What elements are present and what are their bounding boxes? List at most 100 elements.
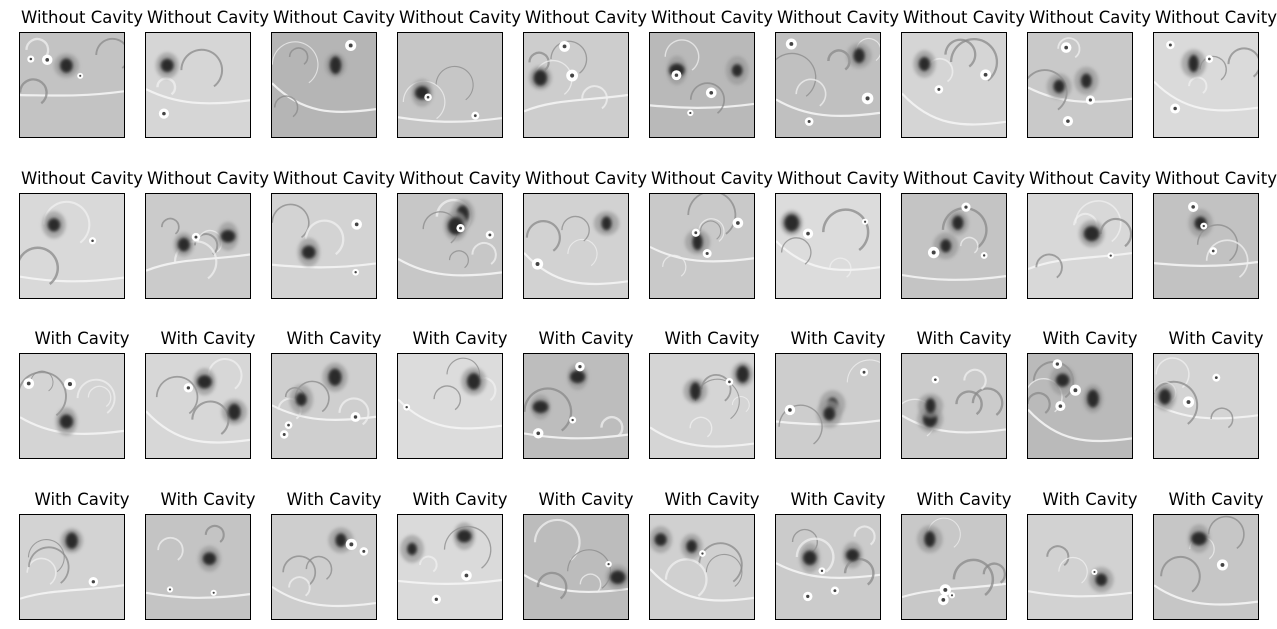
vortex-filament xyxy=(600,415,624,437)
flow-field-image xyxy=(19,32,125,138)
dark-vortex-core xyxy=(940,239,952,253)
vorticity-plot xyxy=(776,194,880,298)
vorticity-plot xyxy=(398,194,502,298)
light-vortex-center xyxy=(943,587,948,592)
vortex-filament xyxy=(689,416,713,438)
vorticity-plot xyxy=(1028,33,1132,137)
light-vortex-center xyxy=(45,57,50,62)
subplot-title: Without Cavity xyxy=(1155,8,1277,27)
vorticity-plot xyxy=(776,515,880,619)
flow-field-image xyxy=(649,353,755,459)
vortex-filament xyxy=(561,215,590,242)
flow-field-image xyxy=(145,514,251,620)
vortex-filament xyxy=(42,200,91,244)
flow-field-image xyxy=(145,353,251,459)
wake-trail xyxy=(902,92,1006,126)
vortex-filament xyxy=(689,82,725,114)
vorticity-plot xyxy=(20,515,124,619)
vortex-filament xyxy=(846,359,880,383)
dark-vortex-core xyxy=(924,530,936,548)
flow-field-image xyxy=(271,353,377,459)
light-vortex-center xyxy=(701,552,704,555)
dark-vortex-core xyxy=(601,216,612,231)
vortex-filament xyxy=(288,47,309,65)
light-vortex-center xyxy=(473,114,477,118)
light-vortex-center xyxy=(709,90,714,95)
light-vortex-center xyxy=(1173,106,1177,111)
vortex-filament xyxy=(207,358,243,390)
wake-trail xyxy=(20,584,124,600)
vortex-filament xyxy=(272,41,319,84)
vortex-filament xyxy=(705,553,743,587)
light-vortex-center xyxy=(705,251,709,256)
light-vortex-center xyxy=(964,205,968,209)
vortex-filament xyxy=(471,241,497,265)
light-vortex-center xyxy=(459,226,462,230)
dark-vortex-core xyxy=(456,529,472,543)
flow-field-image xyxy=(901,32,1007,138)
subplot-title: With Cavity xyxy=(538,329,634,348)
flow-field-image xyxy=(523,193,629,299)
vorticity-plot xyxy=(1028,515,1132,619)
light-vortex-center xyxy=(536,431,541,436)
dark-vortex-core xyxy=(1188,54,1199,73)
vortex-filament xyxy=(305,555,333,580)
flow-field-image xyxy=(1027,514,1133,620)
light-vortex-center xyxy=(354,271,357,274)
light-vortex-center xyxy=(194,235,198,239)
wake-trail xyxy=(1028,251,1132,271)
vortex-filament xyxy=(827,49,851,71)
vorticity-plot xyxy=(146,354,250,458)
vortex-filament xyxy=(25,37,50,60)
flow-field-image xyxy=(1027,353,1133,459)
vorticity-plot xyxy=(650,33,754,137)
flow-field-image xyxy=(1153,193,1259,299)
dark-vortex-core xyxy=(784,214,800,232)
vorticity-plot xyxy=(902,194,1006,298)
subplot-title: Without Cavity xyxy=(903,169,1025,188)
vortex-filament xyxy=(550,40,588,74)
vortex-filament xyxy=(662,254,687,277)
vortex-filament xyxy=(156,77,177,96)
subplot-title: Without Cavity xyxy=(147,169,269,188)
vortex-filament xyxy=(1227,47,1258,78)
dark-vortex-core xyxy=(328,368,342,386)
vortex-filament xyxy=(952,558,995,596)
light-vortex-center xyxy=(983,72,988,77)
wake-trail xyxy=(398,116,502,123)
wake-trail xyxy=(902,414,1006,434)
dark-vortex-core xyxy=(1095,573,1108,587)
subplot-title: Without Cavity xyxy=(399,8,521,27)
flow-field-image xyxy=(145,193,251,299)
flow-field-image xyxy=(271,514,377,620)
subplot-title: With Cavity xyxy=(790,490,886,509)
light-vortex-center xyxy=(607,563,610,566)
light-vortex-center xyxy=(689,111,692,115)
wake-trail xyxy=(398,257,502,277)
flow-field-image xyxy=(145,32,251,138)
light-vortex-center xyxy=(405,405,408,409)
vorticity-plot xyxy=(146,194,250,298)
vorticity-plot xyxy=(524,194,628,298)
vortex-filament xyxy=(433,385,462,411)
vorticity-plot xyxy=(1154,194,1258,298)
dark-vortex-core xyxy=(845,548,860,562)
light-vortex-center xyxy=(806,594,810,599)
vortex-filament xyxy=(1046,545,1070,567)
wake-trail xyxy=(146,253,250,272)
wake-trail xyxy=(272,82,376,113)
light-vortex-center xyxy=(937,87,941,91)
vortex-filament xyxy=(155,375,199,415)
subplot-title: With Cavity xyxy=(916,329,1012,348)
vortex-filament xyxy=(180,48,224,88)
wake-trail xyxy=(20,275,124,283)
dark-vortex-core xyxy=(1053,79,1065,94)
wake-trail xyxy=(1154,80,1258,112)
light-vortex-center xyxy=(865,96,870,101)
wake-trail xyxy=(146,88,250,105)
dark-vortex-core xyxy=(918,56,931,72)
light-vortex-center xyxy=(1211,249,1215,253)
vortex-filament xyxy=(443,525,492,569)
flow-field-image xyxy=(901,193,1007,299)
dark-vortex-core xyxy=(1191,531,1207,546)
